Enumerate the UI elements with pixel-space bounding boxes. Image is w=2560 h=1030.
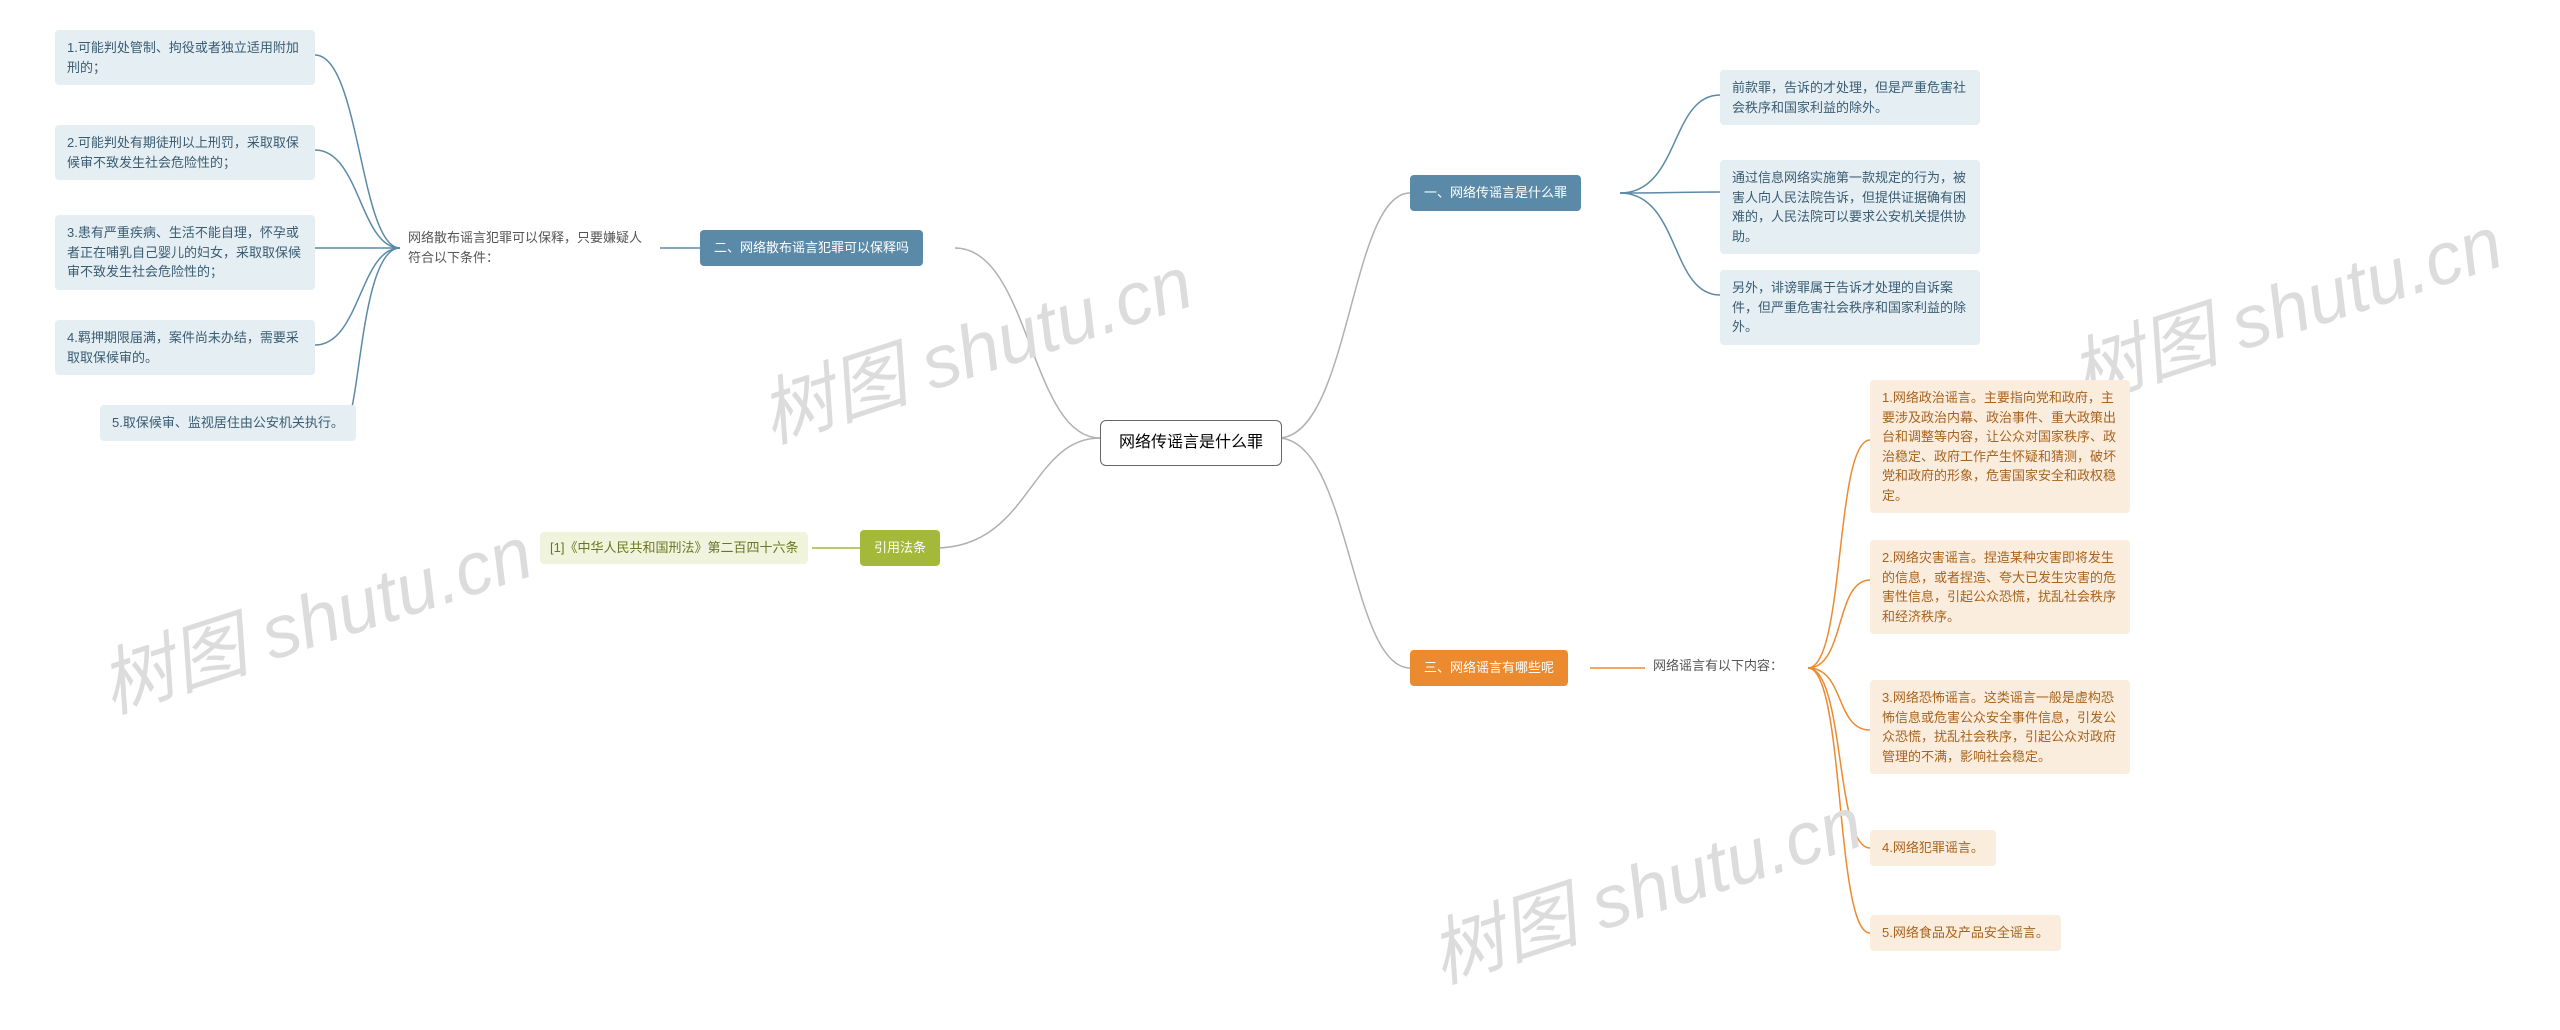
edge-b1-l3 <box>1620 193 1720 295</box>
branch-2-mid: 网络散布谣言犯罪可以保释，只要嫌疑人符合以下条件： <box>400 222 660 273</box>
edge-b2-l5 <box>345 248 400 422</box>
branch-3-leaf[interactable]: 4.网络犯罪谣言。 <box>1870 830 1996 866</box>
watermark: 树图 shutu.cn <box>1414 763 1873 1003</box>
branch-2-leaf[interactable]: 5.取保候审、监视居住由公安机关执行。 <box>100 405 356 441</box>
branch-4[interactable]: 引用法条 <box>860 530 940 566</box>
branch-1-leaf[interactable]: 前款罪，告诉的才处理，但是严重危害社会秩序和国家利益的除外。 <box>1720 70 1980 125</box>
branch-1-leaf[interactable]: 通过信息网络实施第一款规定的行为，被害人向人民法院告诉，但提供证据确有困难的，人… <box>1720 160 1980 254</box>
edge-center-b3 <box>1278 438 1410 668</box>
branch-3-leaf[interactable]: 2.网络灾害谣言。捏造某种灾害即将发生的信息，或者捏造、夸大已发生灾害的危害性信… <box>1870 540 2130 634</box>
branch-2-leaf[interactable]: 2.可能判处有期徒刑以上刑罚，采取取保候审不致发生社会危险性的； <box>55 125 315 180</box>
branch-1[interactable]: 一、网络传谣言是什么罪 <box>1410 175 1581 211</box>
branch-3-leaf[interactable]: 3.网络恐怖谣言。这类谣言一般是虚构恐怖信息或危害公众安全事件信息，引发公众恐慌… <box>1870 680 2130 774</box>
branch-3-leaf[interactable]: 1.网络政治谣言。主要指向党和政府，主要涉及政治内幕、政治事件、重大政策出台和调… <box>1870 380 2130 513</box>
branch-1-leaf[interactable]: 另外，诽谤罪属于告诉才处理的自诉案件，但严重危害社会秩序和国家利益的除外。 <box>1720 270 1980 345</box>
branch-2-leaf[interactable]: 1.可能判处管制、拘役或者独立适用附加刑的； <box>55 30 315 85</box>
edge-b2-l1 <box>315 55 400 248</box>
branch-3-leaf[interactable]: 5.网络食品及产品安全谣言。 <box>1870 915 2061 951</box>
edge-b3-l5 <box>1808 668 1870 933</box>
watermark: 树图 shutu.cn <box>84 493 543 733</box>
edge-b1-l1 <box>1620 95 1720 193</box>
edge-center-b1 <box>1278 193 1410 438</box>
branch-2-leaf[interactable]: 3.患有严重疾病、生活不能自理，怀孕或者正在哺乳自己婴儿的妇女，采取取保候审不致… <box>55 215 315 290</box>
edge-b2-l2 <box>315 150 400 248</box>
edge-b3-l2 <box>1808 580 1870 668</box>
root-node[interactable]: 网络传谣言是什么罪 <box>1100 420 1282 466</box>
edge-b3-l3 <box>1808 668 1870 730</box>
connector-layer <box>0 0 2560 1030</box>
branch-2[interactable]: 二、网络散布谣言犯罪可以保释吗 <box>700 230 923 266</box>
branch-2-leaf[interactable]: 4.羁押期限届满，案件尚未办结，需要采取取保候审的。 <box>55 320 315 375</box>
branch-3-mid: 网络谣言有以下内容： <box>1645 650 1791 682</box>
edge-center-b4 <box>935 438 1100 548</box>
edge-b2-l4 <box>315 248 400 345</box>
edge-center-b2 <box>955 248 1100 438</box>
branch-4-leaf[interactable]: [1]《中华人民共和国刑法》第二百四十六条 <box>540 532 808 564</box>
edge-b1-l2 <box>1620 192 1720 193</box>
edge-b3-l1 <box>1808 440 1870 668</box>
edge-b3-l4 <box>1808 668 1870 848</box>
branch-3[interactable]: 三、网络谣言有哪些呢 <box>1410 650 1568 686</box>
